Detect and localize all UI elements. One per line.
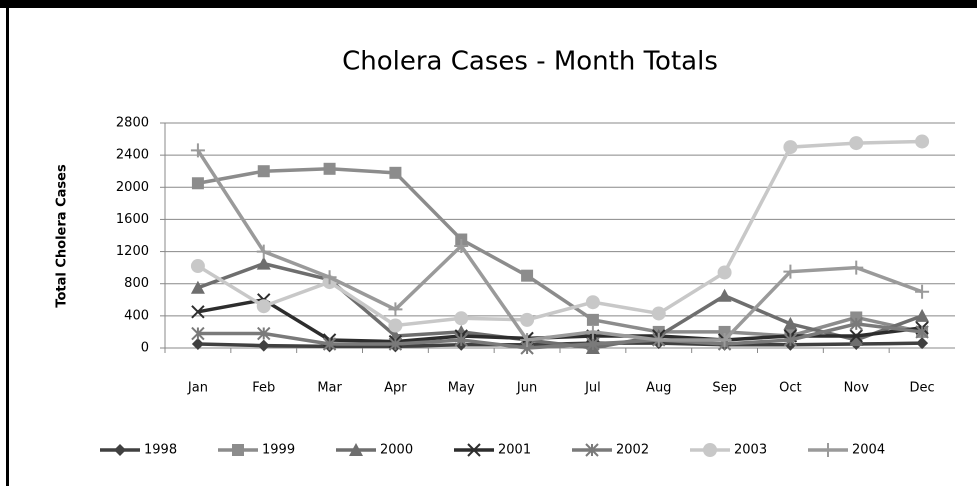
marker bbox=[520, 312, 535, 327]
marker bbox=[915, 284, 930, 299]
legend-marker bbox=[703, 443, 717, 457]
marker bbox=[257, 339, 270, 352]
marker bbox=[717, 265, 732, 280]
left-border bbox=[6, 8, 9, 486]
series-line bbox=[196, 149, 923, 342]
legend-marker bbox=[821, 443, 835, 457]
marker bbox=[651, 306, 666, 321]
marker bbox=[257, 165, 270, 178]
y-tick-label: 2000 bbox=[116, 180, 149, 195]
marker bbox=[388, 337, 403, 351]
marker bbox=[256, 299, 271, 314]
x-tick-label: Nov bbox=[844, 381, 870, 396]
marker bbox=[322, 270, 337, 285]
x-tick-label: Apr bbox=[384, 381, 407, 396]
legend-label: 2003 bbox=[734, 443, 767, 458]
x-tick-label: Dec bbox=[910, 381, 935, 396]
chart-title: Cholera Cases - Month Totals bbox=[342, 47, 718, 77]
marker bbox=[849, 136, 864, 151]
x-tick-label: Aug bbox=[646, 381, 671, 396]
legend-label: 2000 bbox=[380, 443, 413, 458]
y-tick-label: 0 bbox=[141, 341, 149, 356]
legend-marker bbox=[585, 443, 599, 457]
series bbox=[191, 162, 929, 342]
series bbox=[190, 143, 930, 347]
legend-marker bbox=[349, 443, 363, 456]
marker bbox=[585, 324, 600, 339]
marker bbox=[586, 313, 599, 326]
marker bbox=[256, 256, 271, 270]
x-tick-label: Oct bbox=[779, 381, 801, 396]
x-tick-label: Feb bbox=[252, 381, 275, 396]
marker bbox=[717, 332, 732, 347]
legend-label: 2002 bbox=[616, 443, 649, 458]
marker bbox=[783, 333, 798, 347]
y-tick-label: 2400 bbox=[116, 148, 149, 163]
legend-label: 1999 bbox=[262, 443, 295, 458]
marker bbox=[190, 280, 205, 294]
marker bbox=[717, 288, 732, 302]
series bbox=[190, 134, 930, 333]
marker bbox=[915, 308, 930, 322]
y-axis-title: Total Cholera Cases bbox=[55, 164, 70, 308]
x-tick-label: Sep bbox=[712, 381, 737, 396]
legend-label: 2004 bbox=[852, 443, 885, 458]
marker bbox=[191, 326, 205, 341]
marker bbox=[191, 337, 204, 350]
y-tick-label: 1600 bbox=[116, 212, 149, 227]
marker bbox=[783, 140, 798, 155]
legend-marker bbox=[467, 443, 481, 457]
marker bbox=[257, 326, 271, 341]
x-tick-label: Jun bbox=[516, 381, 537, 396]
series-line bbox=[197, 261, 923, 350]
marker bbox=[849, 329, 863, 343]
marker bbox=[388, 302, 403, 317]
marker bbox=[849, 332, 864, 346]
marker bbox=[454, 238, 469, 253]
x-tick-label: Jul bbox=[584, 381, 601, 396]
legend-marker bbox=[232, 444, 244, 456]
marker bbox=[915, 134, 930, 149]
marker bbox=[915, 325, 929, 339]
marker bbox=[849, 260, 864, 275]
marker bbox=[191, 177, 204, 190]
marker bbox=[849, 317, 863, 331]
marker bbox=[388, 318, 403, 333]
marker bbox=[256, 244, 271, 259]
y-tick-label: 1200 bbox=[116, 244, 149, 259]
x-tick-label: May bbox=[448, 381, 475, 396]
y-tick-label: 400 bbox=[124, 308, 149, 323]
marker bbox=[190, 259, 205, 274]
series-line bbox=[197, 322, 923, 350]
marker bbox=[521, 269, 534, 282]
marker bbox=[323, 162, 336, 175]
marker bbox=[322, 337, 337, 351]
x-tick-label: Jan bbox=[187, 381, 208, 396]
marker bbox=[191, 305, 205, 319]
legend-marker bbox=[114, 444, 126, 456]
marker bbox=[389, 166, 402, 179]
x-tick-label: Mar bbox=[317, 381, 342, 396]
y-tick-label: 2800 bbox=[116, 116, 149, 131]
marker bbox=[586, 337, 600, 351]
series-line bbox=[197, 167, 923, 338]
marker bbox=[454, 333, 468, 347]
series bbox=[191, 317, 929, 355]
marker bbox=[454, 311, 469, 326]
marker bbox=[783, 316, 798, 330]
y-tick-label: 800 bbox=[124, 276, 149, 291]
marker bbox=[783, 264, 798, 279]
marker bbox=[520, 332, 535, 347]
legend-label: 1998 bbox=[144, 443, 177, 458]
marker bbox=[190, 143, 205, 158]
legend-label: 2001 bbox=[498, 443, 531, 458]
marker bbox=[651, 332, 666, 347]
marker bbox=[916, 337, 929, 350]
top-border bbox=[0, 0, 977, 8]
series-line bbox=[197, 139, 923, 328]
marker bbox=[585, 295, 600, 310]
